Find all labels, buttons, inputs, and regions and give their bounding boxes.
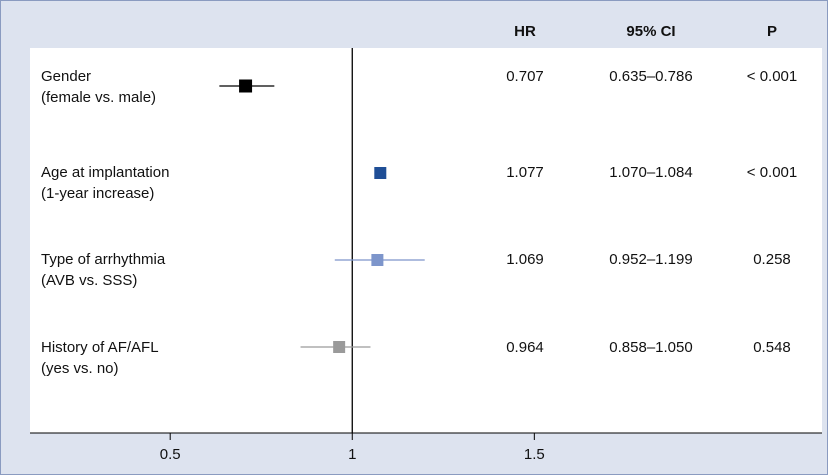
ci-label: 1.070–1.084 xyxy=(609,164,692,181)
x-tick-label: 1 xyxy=(348,446,356,463)
row-label: Type of arrhythmia xyxy=(41,251,166,268)
hr-value: 1.069 xyxy=(506,251,544,268)
row-label: Gender xyxy=(41,68,91,85)
column-header: HR xyxy=(514,23,536,40)
x-tick-label: 0.5 xyxy=(160,446,181,463)
x-tick-label: 1.5 xyxy=(524,446,545,463)
hr-marker xyxy=(371,254,384,266)
hr-value: 0.964 xyxy=(506,339,544,356)
ci-label: 0.952–1.199 xyxy=(609,251,692,268)
row-label: Age at implantation xyxy=(41,164,169,181)
row-label: History of AF/AFL xyxy=(41,339,159,356)
ci-label: 0.635–0.786 xyxy=(609,68,692,85)
column-header: P xyxy=(767,23,777,40)
row-label: (AVB vs. SSS) xyxy=(41,272,137,289)
plot-panel xyxy=(30,48,822,433)
hr-marker xyxy=(239,79,253,93)
hr-marker xyxy=(374,167,387,179)
p-label: 0.258 xyxy=(753,251,791,268)
hr-value: 0.707 xyxy=(506,68,544,85)
row-label: (female vs. male) xyxy=(41,89,156,106)
row-label: (1-year increase) xyxy=(41,185,154,202)
row-label: (yes vs. no) xyxy=(41,360,119,377)
p-label: < 0.001 xyxy=(747,164,797,181)
hr-value: 1.077 xyxy=(506,164,544,181)
hr-marker xyxy=(333,341,346,353)
p-label: < 0.001 xyxy=(747,68,797,85)
column-header: 95% CI xyxy=(626,23,675,40)
p-label: 0.548 xyxy=(753,339,791,356)
ci-label: 0.858–1.050 xyxy=(609,339,692,356)
